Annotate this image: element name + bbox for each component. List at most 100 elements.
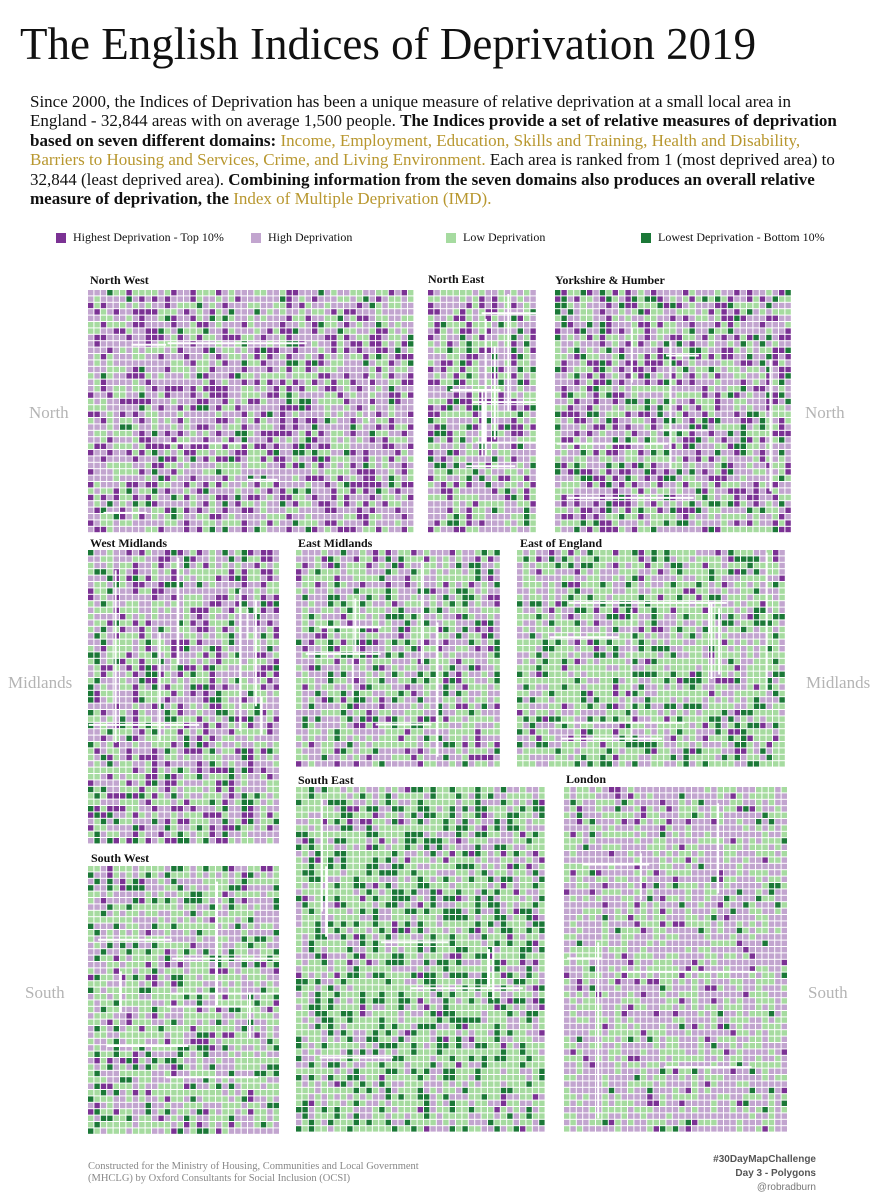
area-cell (395, 366, 401, 373)
area-cell (120, 658, 126, 665)
area-cell (574, 347, 580, 353)
area-cell (248, 735, 254, 741)
area-cell (593, 354, 599, 360)
area-cell (657, 334, 663, 341)
area-cell (235, 575, 241, 581)
area-cell (171, 405, 177, 411)
area-cell (689, 456, 695, 462)
area-cell (593, 437, 599, 443)
area-cell (460, 520, 466, 526)
area-cell (254, 703, 260, 709)
area-cell (350, 437, 356, 443)
area-cell (171, 482, 177, 488)
area-cell (196, 748, 203, 754)
area-cell (196, 494, 203, 501)
area-cell (715, 290, 721, 296)
area-cell (772, 418, 778, 424)
area-cell (209, 430, 215, 437)
area-cell (152, 418, 158, 424)
area-cell (228, 302, 235, 309)
area-cell (312, 494, 318, 501)
area-cell (228, 450, 235, 456)
area-cell (580, 392, 586, 398)
area-cell (587, 315, 593, 321)
area-cell (708, 341, 714, 347)
area-cell (485, 501, 491, 507)
area-cell (708, 469, 714, 475)
area-cell (715, 366, 721, 373)
area-cell (580, 309, 586, 315)
area-cell (619, 501, 625, 507)
area-cell (625, 430, 631, 437)
area-cell (663, 360, 670, 366)
area-cell (479, 315, 485, 321)
area-cell (216, 302, 222, 309)
area-cell (94, 475, 100, 481)
area-cell (158, 456, 164, 462)
area-cell (139, 671, 145, 677)
area-cell (631, 334, 638, 341)
area-cell (139, 652, 145, 658)
area-cell (363, 386, 369, 392)
area-cell (324, 302, 331, 309)
area-cell (235, 360, 241, 366)
area-cell (164, 322, 171, 328)
area-cell (164, 392, 171, 398)
area-cell (350, 488, 356, 494)
area-cell (382, 405, 388, 411)
area-cell (593, 456, 599, 462)
area-cell (235, 482, 241, 488)
area-cell (447, 469, 453, 475)
area-cell (94, 748, 100, 754)
area-cell (331, 424, 337, 430)
area-cell (561, 296, 567, 302)
area-cell (561, 443, 567, 449)
area-cell (235, 588, 241, 594)
area-cell (158, 575, 164, 581)
area-cell (145, 729, 151, 735)
area-cell (254, 334, 260, 341)
area-cell (759, 366, 766, 373)
area-cell (447, 437, 453, 443)
area-cell (344, 411, 350, 417)
area-cell (702, 347, 708, 353)
area-cell (747, 296, 753, 302)
area-cell (88, 354, 94, 360)
area-cell (670, 424, 676, 430)
area-cell (485, 360, 491, 366)
area-cell (120, 296, 126, 302)
area-cell (196, 354, 203, 360)
area-cell (305, 437, 311, 443)
area-cell (216, 626, 222, 633)
area-cell (447, 392, 453, 398)
area-cell (715, 309, 721, 315)
area-cell (382, 462, 388, 469)
area-cell (248, 633, 254, 639)
area-cell (651, 309, 657, 315)
area-cell (107, 710, 113, 716)
area-cell (184, 366, 190, 373)
area-cell (663, 354, 670, 360)
area-cell (318, 450, 324, 456)
area-cell (466, 488, 472, 494)
area-cell (203, 450, 209, 456)
area-cell (132, 562, 139, 569)
area-cell (158, 601, 164, 607)
area-cell (318, 398, 324, 405)
area-cell (209, 437, 215, 443)
area-cell (324, 494, 331, 501)
area-cell (785, 366, 791, 373)
area-cell (139, 550, 145, 556)
area-cell (350, 296, 356, 302)
area-cell (715, 405, 721, 411)
area-cell (747, 315, 753, 321)
area-cell (779, 392, 785, 398)
area-cell (228, 430, 235, 437)
area-cell (203, 697, 209, 703)
area-cell (606, 526, 612, 533)
area-cell (260, 392, 267, 398)
area-cell (222, 360, 228, 366)
area-cell (498, 354, 504, 360)
area-cell (145, 309, 151, 315)
area-cell (273, 296, 279, 302)
